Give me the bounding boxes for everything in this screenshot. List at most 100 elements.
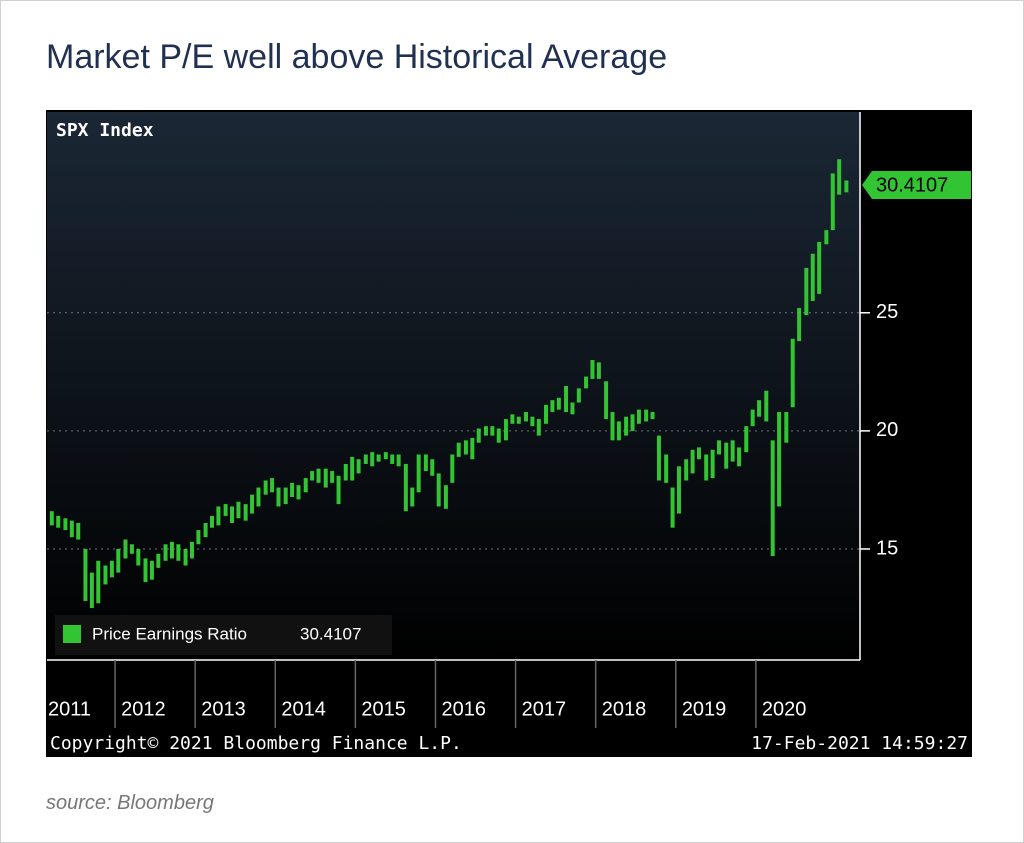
legend-value: 30.4107	[300, 624, 361, 643]
range-bar	[370, 452, 375, 467]
range-bar	[824, 230, 829, 245]
range-bar	[450, 454, 455, 483]
range-bar	[216, 506, 221, 526]
range-bar	[684, 459, 689, 481]
range-bar	[310, 471, 315, 481]
x-tick-label: 2013	[201, 698, 246, 720]
range-bar	[550, 400, 555, 412]
range-bar	[96, 560, 101, 604]
range-bar	[610, 411, 615, 441]
y-tick-label: 20	[876, 419, 898, 441]
range-bar	[757, 400, 762, 417]
range-bar	[136, 548, 141, 566]
range-bar	[396, 454, 401, 467]
range-bar	[556, 397, 561, 410]
y-tick-label: 15	[876, 537, 898, 559]
range-bar	[383, 452, 388, 460]
range-bar	[744, 426, 749, 453]
range-bar	[710, 449, 715, 479]
range-bar	[176, 544, 181, 561]
range-bar	[650, 411, 655, 420]
range-bar	[189, 541, 194, 559]
range-bar	[276, 487, 281, 507]
range-bar	[363, 454, 368, 464]
range-bar	[564, 386, 569, 412]
range-bar	[323, 468, 328, 488]
x-tick-label: 2012	[121, 698, 165, 720]
range-bar	[290, 482, 295, 498]
range-bar	[303, 478, 308, 493]
plot-area	[47, 112, 860, 660]
range-bar	[624, 416, 629, 436]
range-bar	[196, 530, 201, 545]
copyright: Copyright© 2021 Bloomberg Finance L.P.	[50, 733, 462, 754]
source-note: source: Bloomberg	[46, 792, 214, 814]
range-bar	[143, 558, 148, 583]
y-tick-label: 25	[876, 301, 898, 323]
range-bar	[436, 473, 441, 507]
range-bar	[56, 515, 61, 528]
range-bar	[316, 468, 321, 483]
range-bar	[596, 362, 601, 379]
timestamp: 17-Feb-2021 14:59:27	[751, 733, 968, 754]
range-bar	[129, 544, 134, 554]
panel-title: SPX Index	[56, 120, 154, 141]
range-bar	[584, 376, 589, 389]
range-bar	[270, 478, 275, 493]
x-tick-label: 2016	[442, 698, 487, 720]
range-bar	[49, 511, 54, 526]
range-bar	[210, 515, 215, 528]
range-bar	[630, 414, 635, 431]
range-bar	[570, 402, 575, 415]
range-bar	[230, 506, 235, 523]
range-bar	[483, 426, 488, 436]
range-bar	[837, 159, 842, 195]
range-bar	[844, 180, 849, 193]
range-bar	[530, 416, 535, 427]
range-bar	[536, 419, 541, 436]
range-bar	[470, 437, 475, 460]
range-bar	[636, 409, 641, 424]
range-bar	[664, 454, 669, 483]
range-bar	[250, 494, 255, 514]
range-bar	[343, 463, 348, 481]
range-bar	[724, 442, 729, 469]
range-bar	[784, 411, 789, 443]
range-bar	[717, 440, 722, 455]
x-tick-label: 2019	[682, 698, 727, 720]
range-bar	[790, 338, 795, 408]
range-bar	[430, 459, 435, 476]
range-bar	[416, 454, 421, 493]
range-bar	[236, 501, 241, 519]
range-bar	[123, 539, 128, 559]
range-bar	[376, 454, 381, 462]
range-bar	[676, 466, 681, 514]
range-bar	[697, 447, 702, 460]
range-bar	[644, 409, 649, 422]
range-bar	[523, 411, 528, 422]
range-bar	[109, 560, 114, 578]
x-tick-label: 2011	[48, 698, 91, 720]
range-bar	[283, 487, 288, 505]
range-bar	[516, 416, 521, 424]
range-bar	[456, 442, 461, 457]
range-bar	[149, 560, 154, 580]
range-bar	[256, 487, 261, 507]
range-bar	[797, 308, 802, 342]
range-bar	[103, 565, 108, 585]
range-bar	[296, 485, 301, 500]
range-bar	[690, 449, 695, 474]
range-bar	[443, 485, 448, 509]
range-bar	[804, 267, 809, 316]
last-value-label: 30.4107	[876, 174, 948, 196]
range-bar	[330, 471, 335, 483]
range-bar	[777, 411, 782, 507]
range-bar	[670, 487, 675, 528]
range-bar	[423, 454, 428, 472]
range-bar	[163, 544, 168, 561]
range-bar	[616, 421, 621, 441]
range-bar	[590, 360, 595, 379]
range-bar	[263, 480, 268, 495]
range-bar	[76, 523, 81, 540]
